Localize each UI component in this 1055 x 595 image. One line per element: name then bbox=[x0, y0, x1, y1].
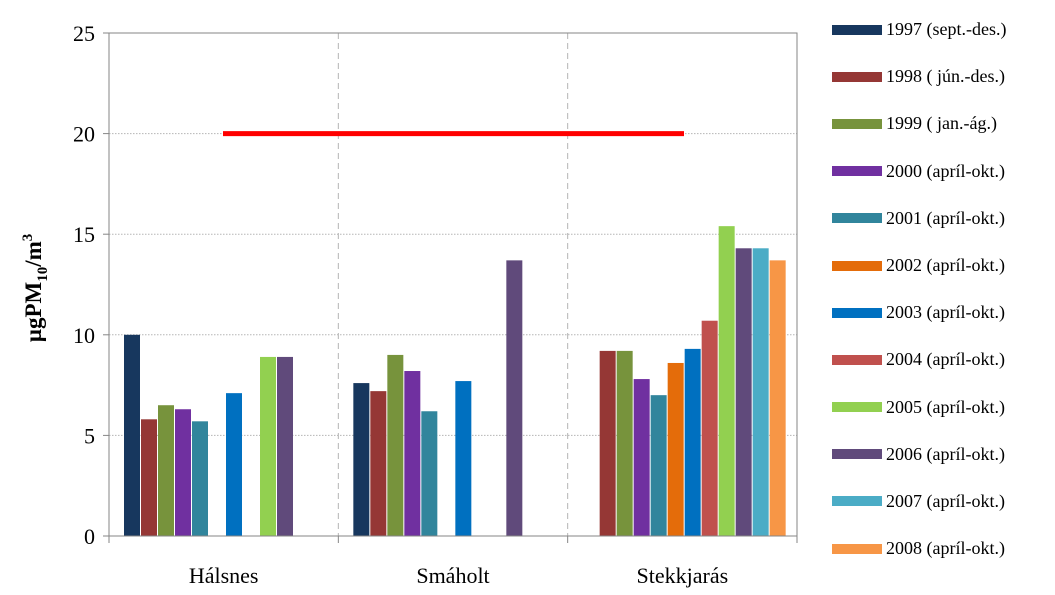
legend: 1997 (sept.-des.) 1998 ( jún.-des.) 1999 (… bbox=[832, 6, 1054, 572]
bar bbox=[599, 350, 616, 536]
bar bbox=[353, 383, 370, 536]
category-labels: Hálsnes Smáholt Stekkjarás bbox=[189, 563, 728, 588]
legend-swatch bbox=[832, 543, 882, 554]
legend-swatch bbox=[832, 307, 882, 318]
legend-item: 2006 (apríl-okt.) bbox=[832, 431, 1054, 478]
axes bbox=[103, 32, 798, 543]
legend-swatch bbox=[832, 166, 882, 177]
legend-item: 2008 (apríl-okt.) bbox=[832, 525, 1054, 572]
legend-item: 2000 (apríl-okt.) bbox=[832, 148, 1054, 195]
legend-label: 2006 (apríl-okt.) bbox=[886, 443, 1005, 464]
legend-swatch bbox=[832, 402, 882, 413]
legend-label: 2007 (apríl-okt.) bbox=[886, 490, 1005, 511]
bar bbox=[616, 350, 633, 536]
bar bbox=[158, 405, 174, 536]
legend-label: 2004 (apríl-okt.) bbox=[886, 349, 1005, 370]
y-tick-label: 0 bbox=[84, 524, 95, 549]
legend-swatch bbox=[832, 118, 882, 129]
legend-label: 1997 (sept.-des.) bbox=[886, 19, 1007, 40]
bar bbox=[226, 393, 242, 536]
legend-swatch bbox=[832, 496, 882, 507]
bar bbox=[718, 226, 735, 537]
bar bbox=[667, 362, 684, 536]
legend-label: 2000 (apríl-okt.) bbox=[886, 160, 1005, 181]
bar bbox=[752, 248, 769, 536]
category-label: Stekkjarás bbox=[637, 563, 729, 588]
bar bbox=[141, 419, 157, 536]
legend-swatch bbox=[832, 213, 882, 224]
y-tick-label: 20 bbox=[73, 122, 95, 147]
bar bbox=[387, 354, 404, 536]
legend-item: 2001 (apríl-okt.) bbox=[832, 195, 1054, 242]
bar bbox=[684, 348, 701, 536]
legend-label: 2008 (apríl-okt.) bbox=[886, 538, 1005, 559]
legend-item: 2003 (apríl-okt.) bbox=[832, 289, 1054, 336]
legend-swatch bbox=[832, 354, 882, 365]
bar bbox=[277, 356, 293, 536]
legend-item: 2005 (apríl-okt.) bbox=[832, 384, 1054, 431]
y-axis-label-main: µgPM bbox=[21, 281, 46, 342]
bar bbox=[124, 334, 140, 536]
bar bbox=[769, 260, 786, 536]
y-axis-label: µgPM10/m3 bbox=[20, 234, 51, 343]
legend-label: 1998 ( jún.-des.) bbox=[886, 66, 1005, 87]
legend-item: 1999 ( jan.-ág.) bbox=[832, 100, 1054, 147]
legend-label: 2001 (apríl-okt.) bbox=[886, 207, 1005, 228]
legend-swatch bbox=[832, 24, 882, 35]
legend-label: 2005 (apríl-okt.) bbox=[886, 396, 1005, 417]
legend-item: 1997 (sept.-des.) bbox=[832, 6, 1054, 53]
bars bbox=[124, 226, 786, 537]
bar bbox=[650, 395, 667, 536]
bar bbox=[192, 421, 208, 536]
bar bbox=[735, 248, 752, 536]
y-tick-label: 10 bbox=[73, 323, 95, 348]
legend-swatch bbox=[832, 260, 882, 271]
bar bbox=[633, 379, 650, 536]
category-label: Hálsnes bbox=[189, 563, 259, 588]
legend-item: 2002 (apríl-okt.) bbox=[832, 242, 1054, 289]
chart: 0 5 10 15 20 25 Hálsnes Smáholt Stekkjarás µgPM… bbox=[20, 21, 798, 588]
y-tick-labels: 0 5 10 15 20 25 bbox=[73, 21, 95, 549]
bar bbox=[421, 411, 438, 536]
legend-label: 2003 (apríl-okt.) bbox=[886, 302, 1005, 323]
bar bbox=[701, 320, 718, 536]
y-axis-label-mid: /m bbox=[21, 241, 46, 268]
plot-frame bbox=[108, 32, 798, 537]
bar bbox=[404, 371, 421, 536]
bar bbox=[370, 391, 387, 536]
legend-label: 1999 ( jan.-ág.) bbox=[886, 113, 997, 134]
bar bbox=[506, 260, 523, 536]
legend-item: 1998 ( jún.-des.) bbox=[832, 53, 1054, 100]
y-tick-label: 5 bbox=[84, 423, 95, 448]
y-axis-label-sub: 10 bbox=[35, 267, 51, 282]
legend-item: 2007 (apríl-okt.) bbox=[832, 478, 1054, 525]
category-label: Smáholt bbox=[416, 563, 489, 588]
legend-swatch bbox=[832, 71, 882, 82]
bar bbox=[455, 381, 472, 536]
y-tick-label: 25 bbox=[73, 21, 95, 46]
bar bbox=[260, 356, 276, 536]
bar bbox=[175, 409, 191, 536]
legend-item: 2004 (apríl-okt.) bbox=[832, 336, 1054, 383]
y-axis-label-sup: 3 bbox=[20, 234, 36, 242]
legend-swatch bbox=[832, 449, 882, 460]
y-tick-label: 15 bbox=[73, 222, 95, 247]
legend-label: 2002 (apríl-okt.) bbox=[886, 255, 1005, 276]
